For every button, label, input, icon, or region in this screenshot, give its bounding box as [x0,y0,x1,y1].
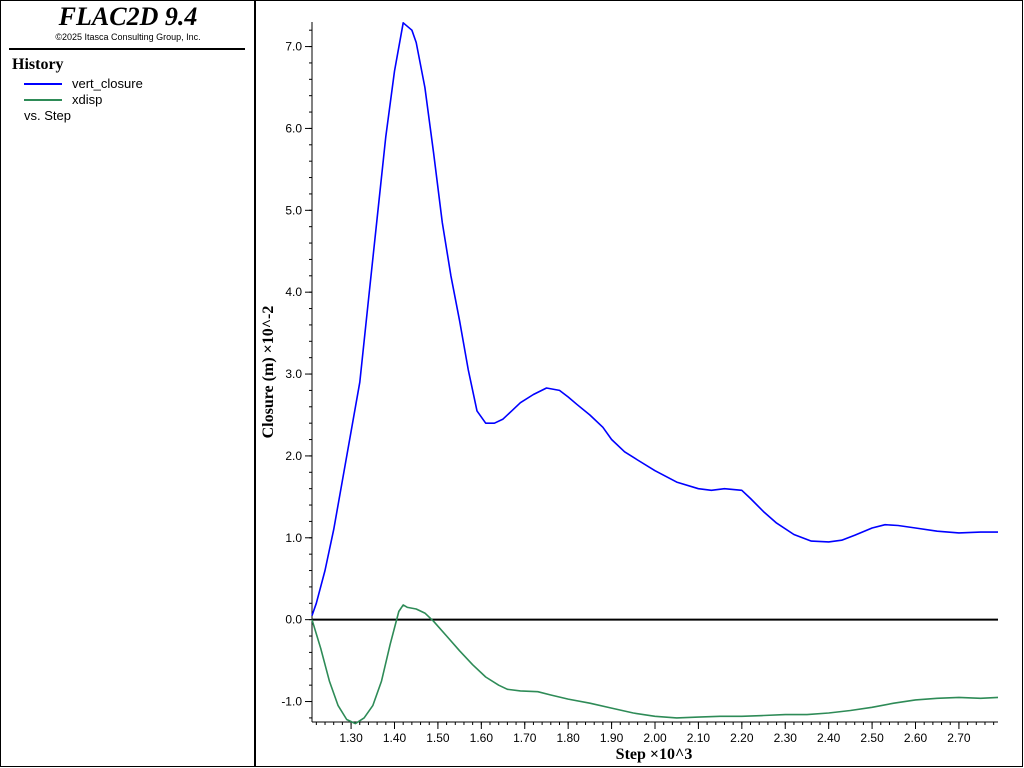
legend-label-xdisp: xdisp [72,92,103,107]
app-title: FLAC2D 9.4 [58,2,198,31]
y-tick-label: 3.0 [285,367,302,381]
x-tick-label: 1.90 [600,731,624,745]
legend-label-vert-closure: vert_closure [72,76,143,91]
copyright-text: ©2025 Itasca Consulting Group, Inc. [55,32,201,42]
legend-swatch-vert-closure [24,83,62,85]
x-tick-label: 2.20 [730,731,754,745]
x-tick-label: 1.30 [339,731,363,745]
y-tick-label: -1.0 [281,695,302,709]
x-tick-label: 1.40 [383,731,407,745]
x-tick-label: 2.60 [904,731,928,745]
x-tick-label: 2.30 [774,731,798,745]
legend-heading: History [12,56,64,73]
x-tick-label: 2.10 [687,731,711,745]
y-tick-label: 2.0 [285,449,302,463]
title-divider [9,48,245,50]
x-tick-label: 1.50 [426,731,450,745]
x-tick-label: 1.60 [470,731,494,745]
series-line-vert-closure [311,21,998,616]
series-line-xdisp [311,604,999,725]
y-tick-label: 0.0 [285,613,302,627]
x-tick-label: 1.80 [556,731,580,745]
legend-panel: FLAC2D 9.4 ©2025 Itasca Consulting Group… [0,0,256,767]
y-tick-label: 5.0 [285,203,302,217]
y-tick-label: 1.0 [285,531,302,545]
x-tick-label: 2.40 [817,731,841,745]
x-tick-label: 2.50 [860,731,884,745]
x-axis-label: Step ×10^3 [616,746,693,763]
y-tick-label: 4.0 [285,285,302,299]
y-tick-label: 7.0 [285,40,302,54]
x-tick-label: 1.70 [513,731,537,745]
vs-axis-label: vs. Step [24,108,71,123]
y-axis-label: Closure (m) ×10^-2 [260,306,277,439]
y-tick-label: 6.0 [285,121,302,135]
x-tick-label: 2.70 [947,731,971,745]
legend-swatch-xdisp [24,99,62,101]
x-tick-label: 2.00 [643,731,667,745]
